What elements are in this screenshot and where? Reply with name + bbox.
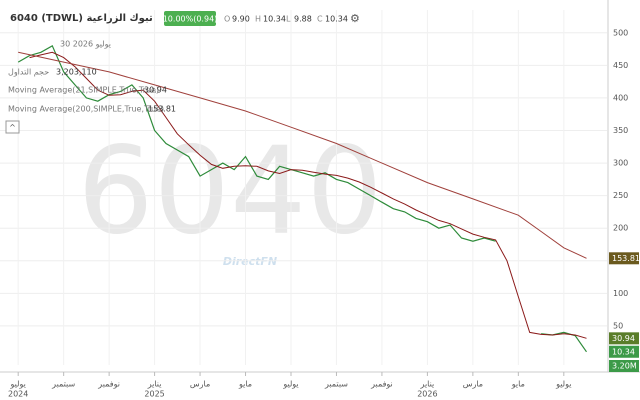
- legend-ma200-value: 153.81: [148, 105, 176, 114]
- y-tick-label: 200: [613, 224, 628, 233]
- change-badge: [164, 11, 216, 26]
- series-line: [17, 44, 496, 242]
- ohlc-value: 9.88: [294, 15, 312, 24]
- ohlc-value: 9.90: [232, 15, 250, 24]
- price-tag: [609, 332, 639, 345]
- x-year-label: 2024: [8, 390, 28, 399]
- price-tag-label: 153.81: [612, 254, 640, 263]
- x-tick-label: يناير: [147, 380, 162, 389]
- change: 10.00%(0.94): [163, 15, 218, 24]
- x-tick-label: يوليو: [555, 380, 571, 389]
- x-tick-label: نوفمبر: [370, 380, 393, 389]
- y-tick-label: 400: [613, 93, 628, 102]
- volume-tag: [609, 360, 639, 372]
- y-tick-label: 250: [613, 191, 628, 200]
- x-tick-label: يوليو: [282, 380, 298, 389]
- ohlc: O 9.90 H 10.34 L 9.88 C 10.34: [224, 15, 348, 24]
- price-tag: [609, 252, 639, 265]
- ohlc-value: 10.34: [263, 15, 286, 24]
- symbol: 6040 (TDWL) تبوك الزراعية: [10, 13, 153, 24]
- ohlc-key: C: [317, 15, 323, 24]
- series-line: [29, 51, 587, 339]
- legend-ma21: Moving Average(21,SIMPLE,True,True): [8, 86, 159, 95]
- series-line: [18, 51, 587, 259]
- ohlc-key: O: [224, 15, 230, 24]
- x-year-label: 2025: [144, 390, 164, 399]
- x-tick-label: نوفمبر: [97, 380, 120, 389]
- x-tick-label: يوليو: [10, 380, 26, 389]
- legend-ma21-value: 30.94: [144, 86, 167, 95]
- legend-volume-value: 3,203,110: [56, 68, 97, 77]
- price-tag-label: 30.94: [612, 334, 635, 343]
- brand: DirectFN: [223, 255, 277, 268]
- y-tick-label: 300: [613, 159, 628, 168]
- watermark: 6040: [77, 123, 382, 262]
- y-tick-label: 350: [613, 126, 628, 135]
- x-tick-label: مارس: [190, 380, 210, 389]
- y-tick-label: 450: [613, 61, 628, 70]
- ohlc-key: H: [255, 15, 261, 24]
- legend-volume: حجم التداول: [8, 68, 49, 77]
- price-tag-label: 10.34: [612, 347, 635, 356]
- x-tick-label: سبتمبر: [51, 380, 75, 389]
- x-year-label: 2026: [417, 390, 437, 399]
- y-tick-label: 50: [613, 321, 623, 330]
- x-tick-label: يناير: [420, 380, 435, 389]
- collapse-button[interactable]: [5, 120, 20, 134]
- collapse-icon[interactable]: ^: [9, 123, 16, 132]
- legend-ma200: Moving Average(200,SIMPLE,True,True): [8, 105, 164, 114]
- price-tag: [609, 345, 639, 358]
- x-tick-label: مايو: [511, 380, 525, 389]
- volume-tag-label: 3.20M: [612, 362, 637, 371]
- ohlc-value: 10.34: [325, 15, 348, 24]
- ohlc-key: L: [286, 15, 291, 24]
- x-tick-label: مارس: [463, 380, 483, 389]
- y-tick-label: 500: [613, 28, 628, 37]
- plot: [0, 10, 607, 365]
- x-tick-label: مايو: [238, 380, 252, 389]
- date: 30 يوليو 2026: [60, 40, 111, 49]
- x-tick-label: سبتمبر: [324, 380, 348, 389]
- y-tick-label: 100: [613, 289, 628, 298]
- settings-icon[interactable]: ⚙: [350, 12, 360, 25]
